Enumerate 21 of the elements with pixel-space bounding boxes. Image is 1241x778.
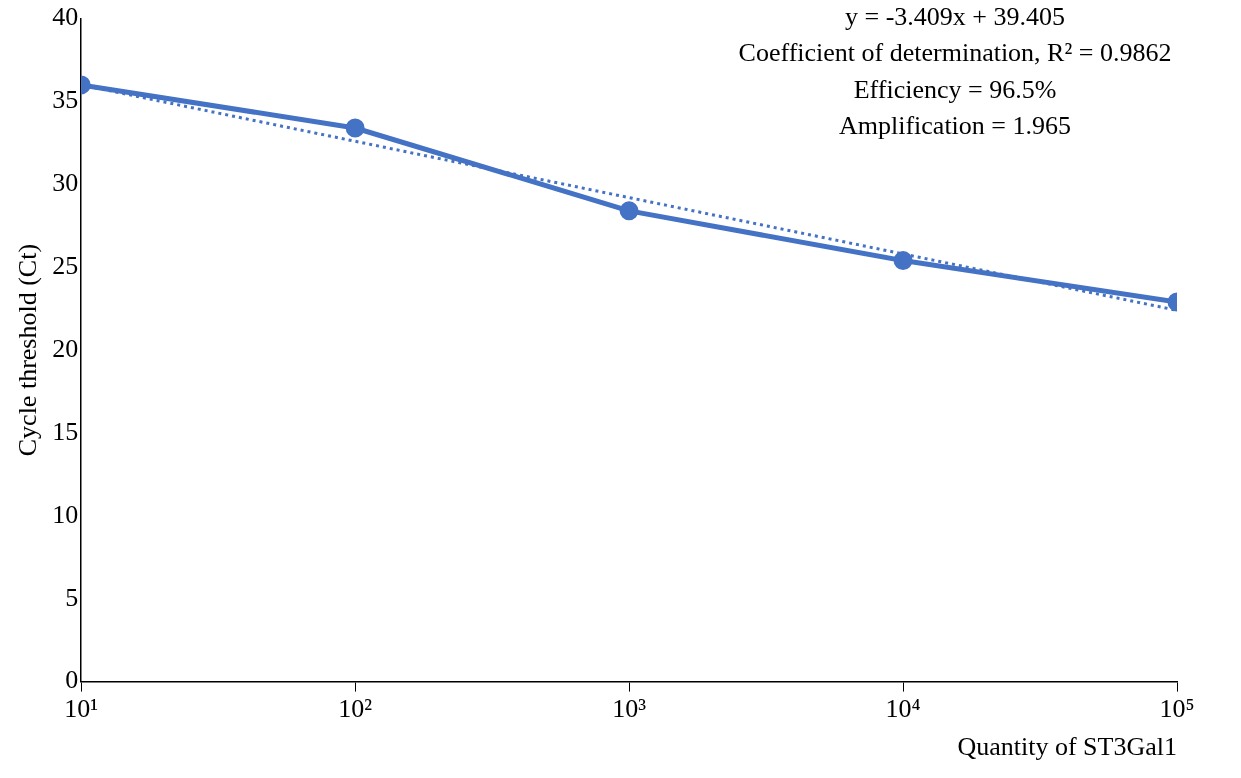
x-tick-label: 10³	[612, 694, 647, 724]
y-tick-label: 35	[52, 85, 79, 115]
y-tick-label: 5	[65, 582, 79, 612]
y-tick-label: 25	[52, 251, 79, 281]
y-tick-label: 30	[52, 168, 79, 198]
y-tick-label: 15	[52, 416, 79, 446]
point	[619, 201, 639, 221]
y-axis-title: Cycle threshold (Ct)	[13, 243, 43, 457]
y-tick-label: 40	[52, 2, 79, 32]
x-tick-label: 10⁴	[885, 694, 921, 724]
annotation: Efficiency = 96.5%	[853, 74, 1057, 104]
x-tick-label: 10⁵	[1159, 694, 1195, 724]
y-tick-label: 20	[52, 333, 79, 363]
annotation: y = -3.409x + 39.405	[845, 1, 1065, 31]
x-tick-label: 10²	[338, 694, 373, 724]
y-tick-label: 10	[52, 499, 79, 529]
annotation: Amplification = 1.965	[838, 111, 1072, 141]
y-tick-label: 0	[65, 665, 79, 695]
x-tick-label: 10¹	[64, 694, 99, 724]
annotation: Coefficient of determination, R² = 0.9862	[738, 38, 1172, 68]
x-axis-title: Quantity of ST3Gal1	[957, 732, 1177, 762]
